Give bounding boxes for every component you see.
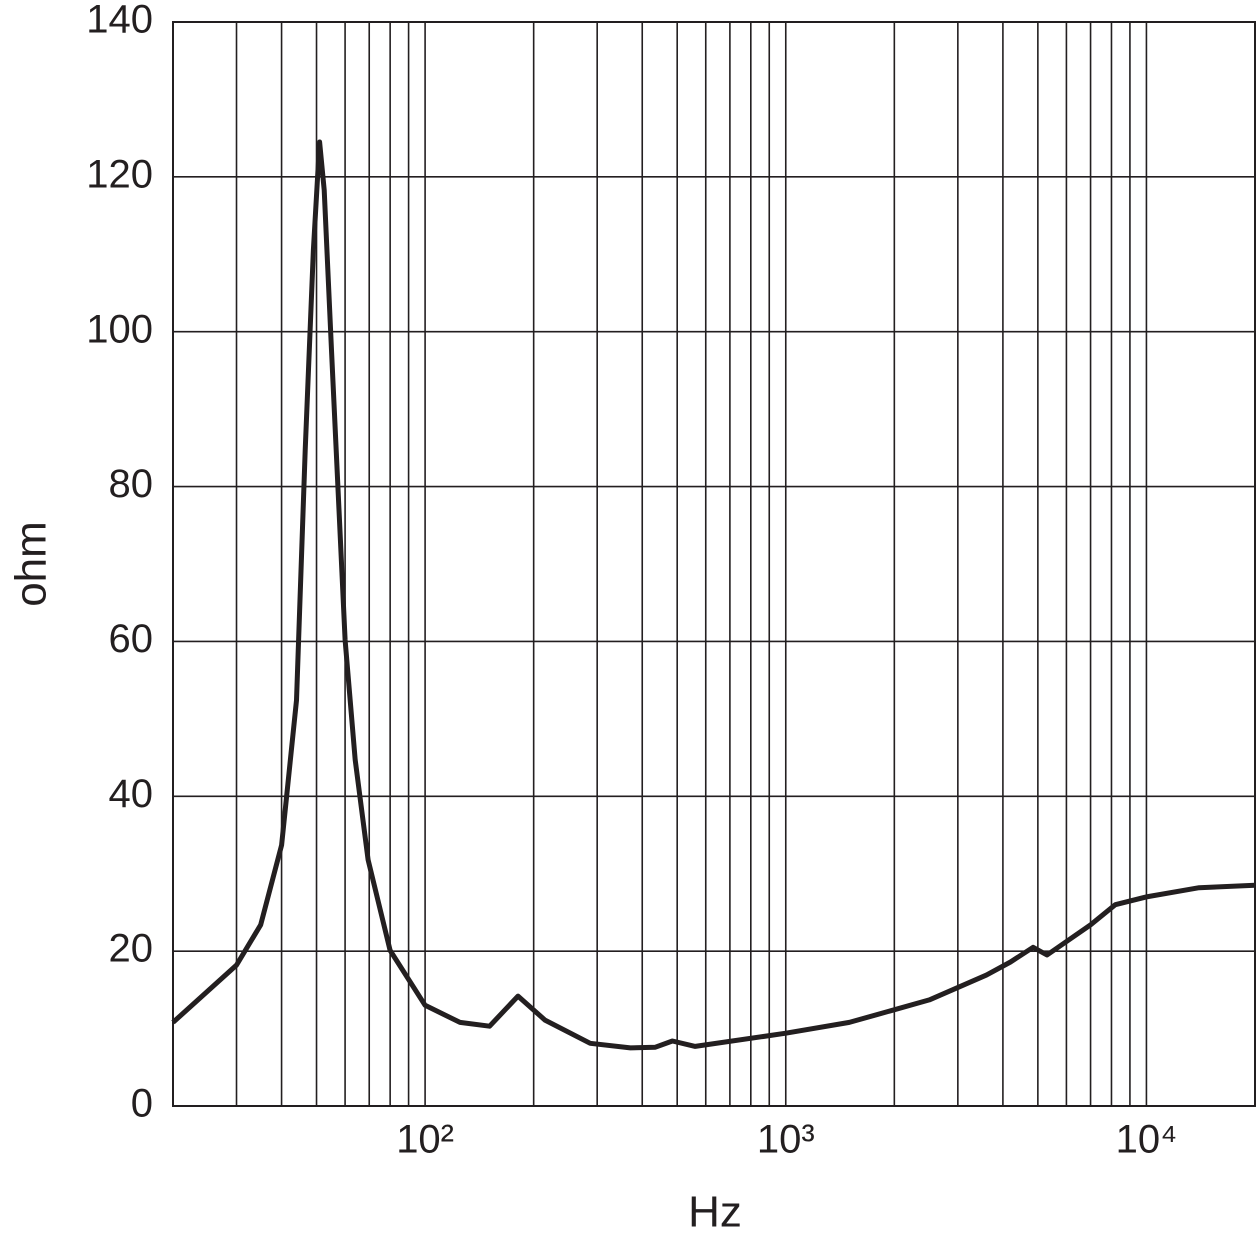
x-tick-label: 10³ [757,1118,815,1162]
plot-frame [172,21,1256,1107]
y-tick-label: 100 [86,307,153,351]
x-axis-label: Hz [688,1188,742,1237]
y-tick-label: 120 [86,152,153,196]
y-tick-label: 80 [109,462,154,506]
y-tick-label: 40 [109,772,154,816]
impedance-line [171,139,1256,1051]
y-axis-label: ohm [7,521,56,607]
y-tick-label: 60 [109,617,154,661]
y-tick-label: 0 [131,1082,153,1126]
x-tick-label: 10² [396,1118,454,1162]
y-tick-label: 20 [109,927,154,971]
x-tick-label: 10⁴ [1116,1118,1178,1162]
y-tick-label: 140 [86,0,153,42]
